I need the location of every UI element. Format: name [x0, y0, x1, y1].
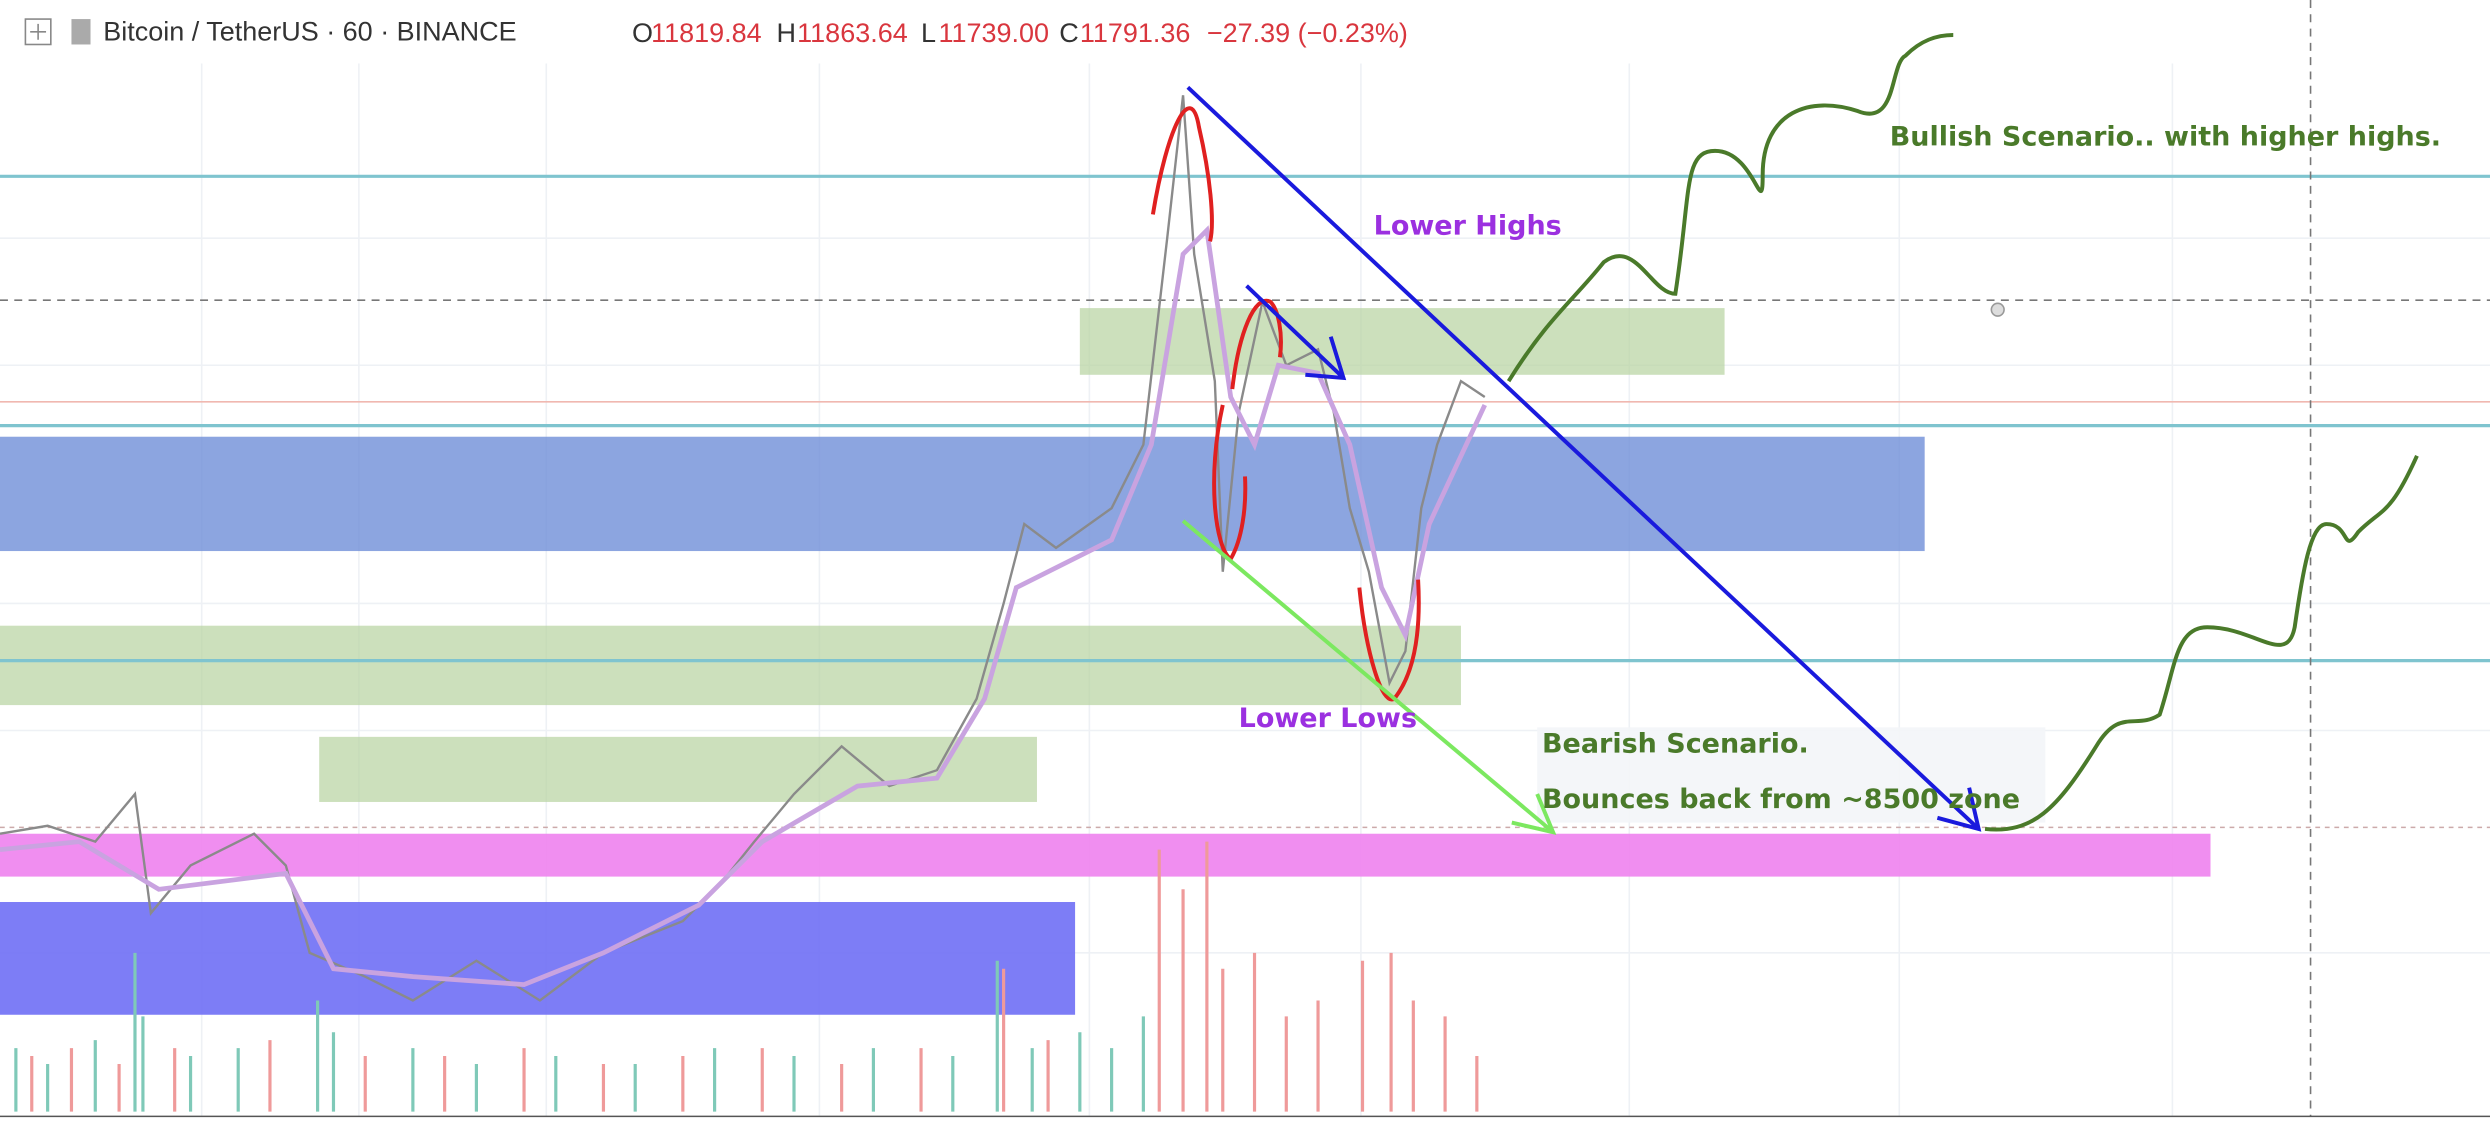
ohlc-value: 11791.36 — [1080, 18, 1191, 48]
annotation: Bearish Scenario. — [1542, 728, 1809, 759]
ohlc-label: O — [632, 18, 653, 48]
zone — [0, 902, 1076, 1015]
trend-arrow — [1186, 85, 1982, 832]
annotation: Lower Lows — [1239, 703, 1417, 734]
zone — [319, 736, 1037, 802]
zone — [1079, 308, 1725, 375]
hand-drawing — [1150, 106, 1421, 702]
text-box — [1537, 727, 2046, 823]
ohlc-value: 11819.84 — [651, 18, 762, 48]
zone — [0, 833, 2211, 877]
annotation: Bullish Scenario.. with higher highs. — [1890, 122, 2441, 153]
volume — [14, 841, 1479, 1112]
scenario-curve — [1506, 32, 2419, 832]
crosshair-point — [1990, 302, 2005, 317]
add-icon — [30, 23, 47, 40]
ohlc-value: 11739.00 — [939, 18, 1050, 48]
ohlc-label: H — [777, 18, 797, 48]
symbol-icon — [71, 19, 91, 45]
annotation: Bounces back from ~8500 zone — [1542, 784, 2020, 815]
ohlc-value: 11863.64 — [797, 18, 908, 48]
trend-arrow — [1181, 519, 1557, 835]
zone — [0, 436, 1925, 552]
symbol[interactable]: Bitcoin / TetherUS · 60 · BINANCE — [103, 16, 516, 46]
moving-average — [0, 225, 1487, 987]
ohlc-label: L — [921, 18, 936, 48]
ohlc-label: C — [1059, 18, 1079, 48]
zone — [0, 625, 1461, 706]
annotation: Lower Highs — [1374, 211, 1562, 242]
add-button[interactable] — [24, 18, 52, 46]
change: −27.39 (−0.23%) — [1207, 18, 1408, 48]
